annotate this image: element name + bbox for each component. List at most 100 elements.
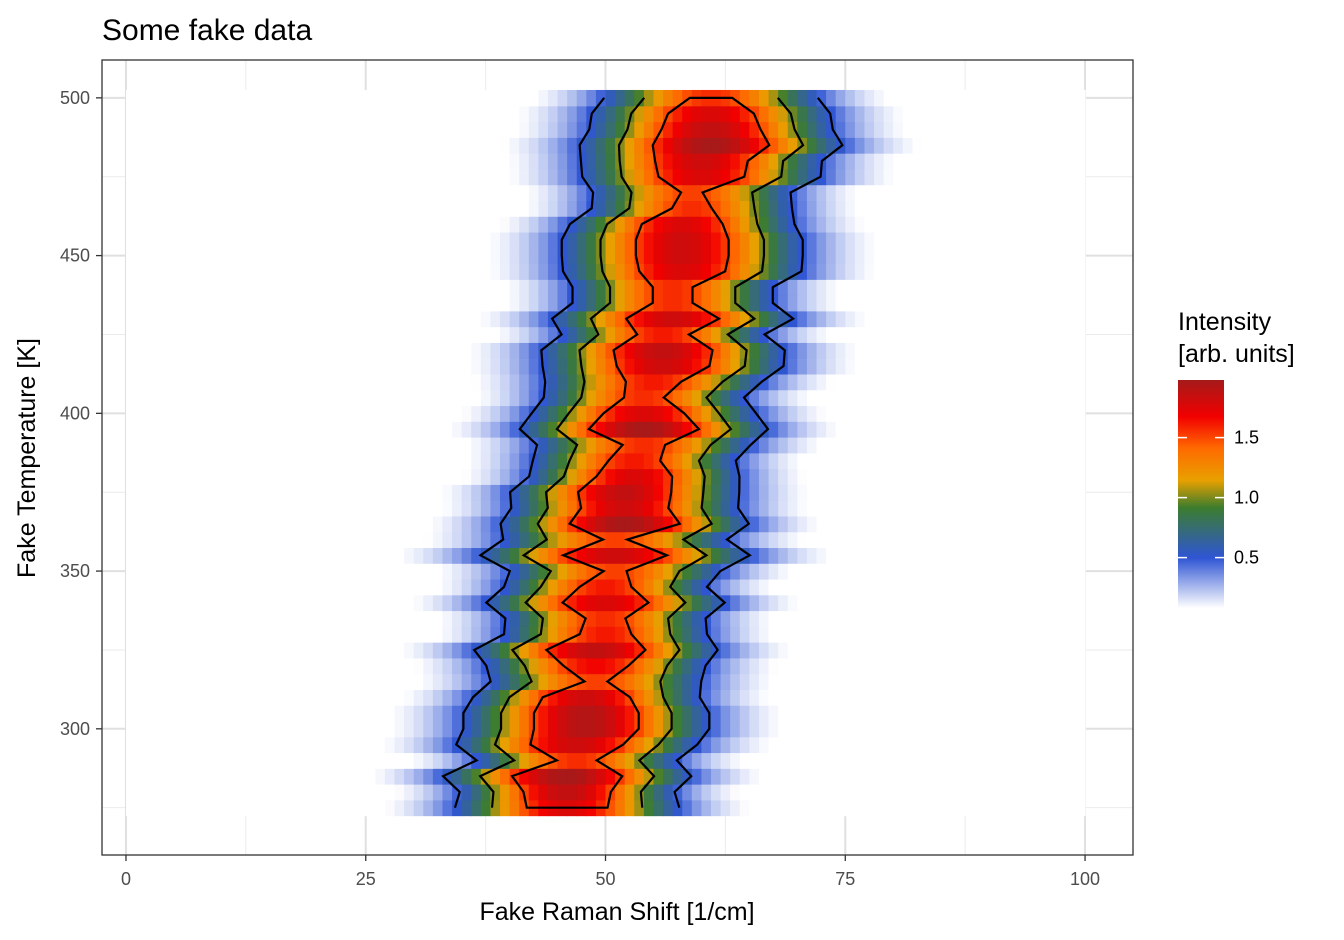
heatmap-tile <box>567 326 578 343</box>
heatmap-tile <box>605 594 616 612</box>
heatmap-tile <box>221 405 233 422</box>
heatmap-tile <box>202 736 213 754</box>
heatmap-tile <box>183 279 194 296</box>
heatmap-tile <box>768 200 779 217</box>
heatmap-tile <box>442 673 453 690</box>
heatmap-tile <box>173 673 185 690</box>
heatmap-tile <box>874 500 885 517</box>
heatmap-tile <box>749 720 760 738</box>
heatmap-tile <box>260 405 271 422</box>
heatmap-tile <box>1017 168 1029 186</box>
heatmap-tile <box>193 436 204 454</box>
heatmap-tile <box>1027 594 1038 612</box>
heatmap-tile <box>691 784 703 801</box>
heatmap-tile <box>883 610 894 627</box>
heatmap-tile <box>346 736 357 754</box>
heatmap-tile <box>922 231 933 249</box>
heatmap-tile <box>950 295 961 312</box>
heatmap-tile <box>365 515 376 533</box>
heatmap-tile <box>500 799 511 817</box>
heatmap-tile <box>547 421 559 438</box>
heatmap-tile <box>1046 326 1057 343</box>
heatmap-tile <box>461 657 472 675</box>
heatmap-tile <box>1065 421 1077 438</box>
heatmap-tile <box>730 500 741 517</box>
heatmap-tile <box>883 184 894 201</box>
heatmap-tile <box>1075 184 1086 201</box>
heatmap-tile <box>490 705 501 722</box>
heatmap-tile <box>423 799 434 817</box>
heatmap-tile <box>634 405 645 422</box>
heatmap-tile <box>960 358 971 375</box>
heatmap-tile <box>557 452 568 470</box>
heatmap-tile <box>902 610 914 627</box>
heatmap-tile <box>730 610 741 627</box>
heatmap-tile <box>931 500 942 517</box>
heatmap-tile <box>950 153 961 170</box>
heatmap-tile <box>327 121 338 138</box>
heatmap-tile <box>615 547 626 564</box>
heatmap-tile <box>730 373 741 391</box>
heatmap-tile <box>1046 673 1057 690</box>
heatmap-tile <box>164 768 175 785</box>
heatmap-tile <box>835 768 846 785</box>
heatmap-tile <box>231 105 242 123</box>
heatmap-tile <box>336 421 348 438</box>
heatmap-tile <box>125 216 137 233</box>
heatmap-tile <box>509 184 520 201</box>
heatmap-tile <box>874 484 885 501</box>
heatmap-tile <box>595 421 607 438</box>
heatmap-tile <box>711 452 722 470</box>
heatmap-tile <box>1017 137 1029 154</box>
heatmap-tile <box>969 200 981 217</box>
heatmap-tile <box>845 137 856 154</box>
heatmap-tile <box>384 468 396 485</box>
heatmap-tile <box>576 184 587 201</box>
heatmap-tile <box>557 421 568 438</box>
heatmap-tile <box>1065 594 1077 612</box>
heatmap-tile <box>557 484 568 501</box>
heatmap-tile <box>250 247 261 265</box>
heatmap-tile <box>269 468 281 485</box>
heatmap-tile <box>682 436 693 454</box>
heatmap-tile <box>356 673 367 690</box>
heatmap-tile <box>605 799 616 817</box>
heatmap-tile <box>883 657 894 675</box>
heatmap-tile <box>500 500 511 517</box>
heatmap-tile <box>231 594 242 612</box>
heatmap-tile <box>317 515 328 533</box>
heatmap-tile <box>845 89 856 107</box>
heatmap-tile <box>1037 484 1048 501</box>
heatmap-tile <box>241 547 252 564</box>
heatmap-tile <box>615 626 626 643</box>
heatmap-tile <box>365 500 376 517</box>
heatmap-tile <box>202 153 213 170</box>
heatmap-tile <box>413 89 424 107</box>
heatmap-tile <box>538 657 549 675</box>
heatmap-tile <box>509 484 520 501</box>
heatmap-tile <box>893 421 904 438</box>
heatmap-tile <box>221 784 233 801</box>
heatmap-tile <box>500 547 511 564</box>
heatmap-tile <box>883 468 894 485</box>
heatmap-tile <box>308 295 319 312</box>
heatmap-tile <box>826 547 837 564</box>
heatmap-tile <box>384 531 396 549</box>
heatmap-tile <box>413 547 424 564</box>
heatmap-tile <box>384 358 396 375</box>
heatmap-tile <box>1075 247 1086 265</box>
heatmap-tile <box>864 531 875 549</box>
heatmap-tile <box>758 531 770 549</box>
heatmap-tile <box>298 389 309 407</box>
heatmap-tile <box>931 421 942 438</box>
heatmap-tile <box>960 184 971 201</box>
heatmap-tile <box>336 657 348 675</box>
heatmap-tile <box>452 594 463 612</box>
x-axis: 0 25 50 75 100 <box>121 855 1100 889</box>
heatmap-tile <box>442 720 453 738</box>
heatmap-tile <box>1017 594 1029 612</box>
heatmap-tile <box>231 563 242 580</box>
heatmap-tile <box>826 373 837 391</box>
heatmap-tile <box>125 405 137 422</box>
heatmap-tile <box>317 121 328 138</box>
